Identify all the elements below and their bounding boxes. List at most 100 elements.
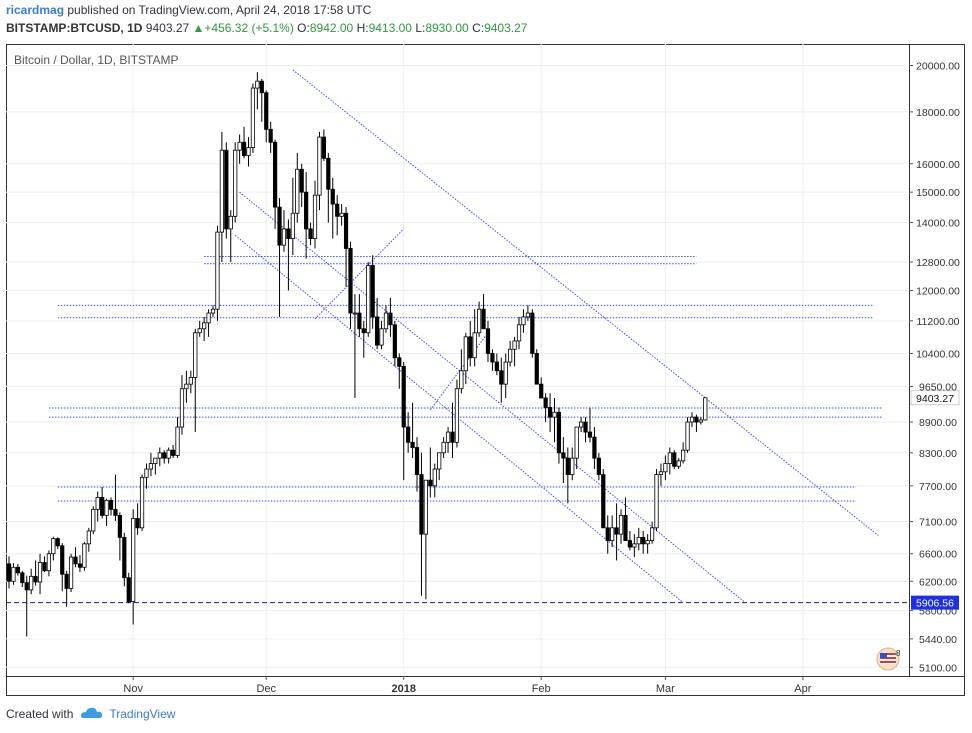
candle-body-up [179,388,185,428]
price-chart[interactable]: 5100.005440.005800.006200.006600.007100.… [6,44,965,696]
candle-body-down [299,168,304,193]
tradingview-cloud-icon[interactable] [79,706,103,722]
candle [126,572,131,604]
candle [468,320,473,367]
candle [534,349,539,385]
candle-body-down [392,324,397,359]
price-axis[interactable]: 5100.005440.005800.006200.006600.007100.… [909,60,960,674]
candle-body-down [583,421,588,433]
candle [361,320,366,358]
candle-body-down [672,452,677,467]
candle-body-down [357,312,362,330]
candle [672,450,677,470]
candle [153,457,158,475]
footer: Created with TradingView [6,706,175,722]
candle-body-down [77,563,83,568]
candle [610,515,615,548]
candle-body-down [113,508,118,516]
candle [330,177,335,239]
candle-body-down [468,336,473,359]
candle [503,353,508,398]
candle-body-up [104,499,109,516]
candle-body-up [51,538,56,555]
candle-body-down [264,92,269,130]
candle-body-up [210,308,216,314]
candle-body-up [91,508,96,532]
candle-body-up [432,468,437,487]
tradingview-link[interactable]: TradingView [109,707,176,721]
candle [508,340,513,367]
time-tick-label: Mar [656,683,675,695]
candle [645,534,650,554]
candle-body-up [86,530,91,545]
candle [481,294,486,330]
candle [397,353,402,389]
chart-frame[interactable]: 5100.00 5440.00 5800.00 6200.00 6600.00 7100.… [6,44,965,696]
price-tick-label: 11200.00 [916,316,959,328]
candle [636,527,641,551]
time-axis[interactable]: Nov Dec 2018 Feb Mar Apr [123,676,812,695]
close-label: C: [472,21,485,35]
candle-body-down [694,416,699,423]
candle-body-down [485,328,491,354]
candle [432,463,437,498]
candle-body-up [689,416,695,423]
time-tick-label: Dec [256,683,276,695]
candle [357,294,362,337]
candle [326,152,331,223]
candle-body-down [561,452,566,459]
candle [539,377,544,399]
candle-body-down [15,566,20,574]
candle [530,309,535,358]
trend-line [314,228,405,320]
author-name[interactable]: ricardmag [6,3,65,17]
candle-body-down [326,157,331,190]
candle-body-up [703,397,708,421]
candle-body-up [82,543,87,568]
candle-body-up [184,383,189,390]
candle-body-up [339,212,344,217]
candle [632,534,637,558]
candle-body-up [246,147,251,156]
price-tick-label: 15000.00 [916,187,960,199]
candle-body-up [175,426,180,456]
candle-body-up [445,431,451,443]
candle-body-up [95,497,100,510]
candle [268,121,273,153]
candle-body-up [188,376,193,385]
time-tick-label: Nov [123,683,143,695]
candle-body-up [148,463,154,470]
open-value: 8942.00 [309,21,354,35]
candle [77,555,83,573]
candle-body-up [676,460,681,467]
candle-body-up [237,141,242,151]
candle [304,172,309,259]
candle-body-up [610,527,615,541]
candle [521,309,526,333]
candle-body-up [437,452,442,470]
candle [383,305,389,333]
candle-body-up [512,340,517,350]
candle-body-down [321,136,326,159]
candle-body-up [206,312,211,324]
time-tick-label: 2018 [391,683,415,695]
candle-body-up [645,540,650,545]
candle-body-up [153,457,158,464]
candle-body-up [144,468,149,478]
candle [406,412,411,453]
time-tick-label: Apr [794,683,811,695]
trend-line [239,191,746,604]
candle-body-up [516,324,522,342]
candle-body-up [255,80,260,89]
candle [339,204,344,226]
candle [286,219,291,291]
us-flag-icon[interactable]: 8 [876,647,901,671]
candle-body-up [379,328,384,346]
last-price: 9403.27 [145,21,190,35]
candle [11,563,16,585]
candle-body-down [388,312,393,326]
candle-body-up [352,312,358,315]
candle [170,444,176,459]
candle [689,412,695,428]
candle-body-down [414,447,420,475]
